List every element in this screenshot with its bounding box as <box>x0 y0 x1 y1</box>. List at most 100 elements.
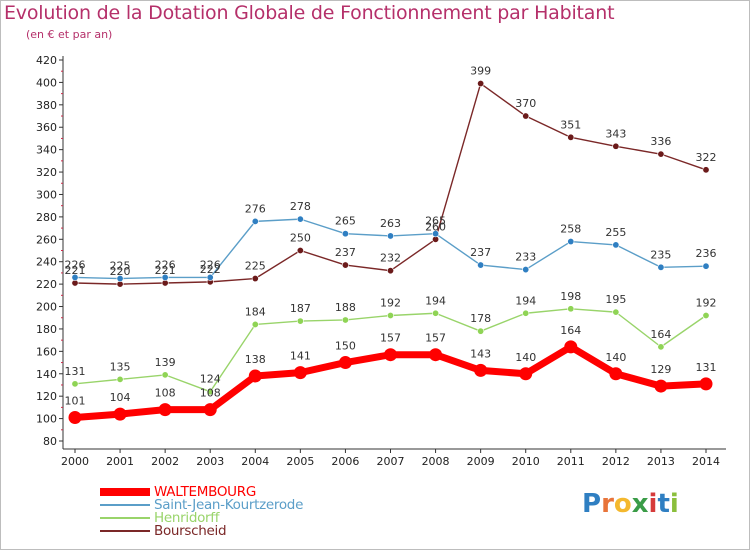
y-tick-label: 300 <box>36 188 57 201</box>
data-point <box>567 305 575 313</box>
data-label: 135 <box>110 360 131 373</box>
data-label: 278 <box>290 200 311 213</box>
x-tick-label: 2003 <box>196 455 224 468</box>
data-point <box>702 166 710 174</box>
proxiti-logo: Proxiti <box>582 489 679 519</box>
data-point <box>612 241 620 249</box>
data-label: 220 <box>110 265 131 278</box>
data-point <box>386 311 394 319</box>
data-label: 178 <box>470 312 491 325</box>
x-tick-label: 2010 <box>512 455 540 468</box>
data-label: 250 <box>290 232 311 245</box>
data-label: 108 <box>155 387 176 400</box>
data-label: 194 <box>425 294 446 307</box>
data-label: 131 <box>696 361 717 374</box>
legend-item: Bourscheid <box>96 523 356 539</box>
logo-letter: P <box>582 489 602 519</box>
data-point <box>251 275 259 283</box>
x-tick-label: 2008 <box>422 455 450 468</box>
legend-label: WALTEMBOURG <box>154 484 257 500</box>
data-label: 124 <box>200 373 221 386</box>
data-point <box>341 230 349 238</box>
data-point <box>206 273 214 281</box>
data-label: 187 <box>290 302 311 315</box>
x-tick-label: 2009 <box>467 455 495 468</box>
data-point <box>522 112 530 120</box>
data-point <box>206 388 214 396</box>
data-label: 336 <box>650 135 671 148</box>
data-label: 138 <box>245 353 266 366</box>
chart-subtitle: (en € et par an) <box>26 28 113 41</box>
data-point <box>564 340 578 354</box>
legend-label: Henridorff <box>154 510 220 526</box>
y-tick-label: 380 <box>36 99 57 112</box>
data-point <box>296 215 304 223</box>
data-label: 237 <box>335 246 356 259</box>
logo-letter: o <box>613 489 632 519</box>
data-point <box>657 150 665 158</box>
data-point <box>522 309 530 317</box>
data-label: 143 <box>470 347 491 360</box>
data-label: 129 <box>650 363 671 376</box>
legend-label: Bourscheid <box>154 523 227 539</box>
data-point <box>702 311 710 319</box>
data-label: 233 <box>515 251 536 264</box>
data-label: 131 <box>65 365 86 378</box>
legend-item: WALTEMBOURG <box>96 484 356 500</box>
logo-letter: r <box>601 489 614 519</box>
data-point <box>296 247 304 255</box>
legend-item: Henridorff <box>96 510 356 526</box>
x-tick-label: 2002 <box>151 455 179 468</box>
data-point <box>116 375 124 383</box>
x-tick-label: 2012 <box>602 455 630 468</box>
data-label: 141 <box>290 350 311 363</box>
data-label: 221 <box>155 264 176 277</box>
data-label: 255 <box>605 226 626 239</box>
data-point <box>341 261 349 269</box>
data-label: 265 <box>335 215 356 228</box>
y-tick-label: 340 <box>36 144 57 157</box>
data-point <box>158 403 172 417</box>
data-point <box>612 142 620 150</box>
y-tick-label: 280 <box>36 211 57 224</box>
data-label: 184 <box>245 305 266 318</box>
y-tick-label: 240 <box>36 256 57 269</box>
data-point <box>429 348 443 362</box>
data-point <box>71 273 79 281</box>
data-point <box>477 80 485 88</box>
data-label: 351 <box>560 118 581 131</box>
data-label: 192 <box>380 296 401 309</box>
data-point <box>296 317 304 325</box>
data-label: 108 <box>200 387 221 400</box>
data-point <box>477 327 485 335</box>
logo-letter: t <box>657 489 670 519</box>
data-point <box>203 403 217 417</box>
x-tick-label: 2000 <box>61 455 89 468</box>
data-label: 157 <box>425 332 446 345</box>
data-label: 164 <box>560 324 581 337</box>
data-point <box>116 275 124 283</box>
y-tick-label: 120 <box>36 390 57 403</box>
x-tick-label: 2014 <box>692 455 720 468</box>
data-label: 221 <box>65 264 86 277</box>
y-tick-label: 360 <box>36 121 57 134</box>
data-label: 235 <box>650 248 671 261</box>
data-point <box>161 371 169 379</box>
logo-letter: i <box>669 489 679 519</box>
data-label: 237 <box>470 246 491 259</box>
y-tick-label: 260 <box>36 233 57 246</box>
data-point <box>71 380 79 388</box>
data-label: 265 <box>425 215 446 228</box>
y-tick-label: 200 <box>36 301 57 314</box>
data-label: 139 <box>155 356 176 369</box>
data-label: 164 <box>650 328 671 341</box>
data-label: 140 <box>605 351 626 364</box>
data-point <box>341 316 349 324</box>
y-tick-label: 400 <box>36 76 57 89</box>
data-point <box>386 267 394 275</box>
data-point <box>432 230 440 238</box>
logo-letter: x <box>631 489 649 519</box>
data-label: 226 <box>155 258 176 271</box>
